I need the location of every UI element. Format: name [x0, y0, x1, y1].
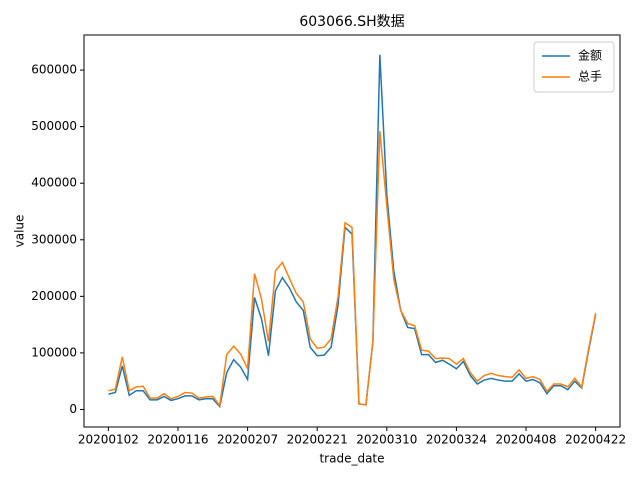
x-axis-label: trade_date [319, 452, 384, 466]
x-tick-label: 20200207 [217, 433, 278, 447]
y-tick-label: 0 [69, 402, 77, 416]
x-tick-label: 20200221 [287, 433, 348, 447]
y-tick-label: 600000 [31, 63, 77, 77]
y-axis-label: value [13, 215, 27, 248]
x-tick-label: 20200310 [356, 433, 417, 447]
x-tick-label: 20200422 [565, 433, 626, 447]
y-tick-label: 500000 [31, 119, 77, 133]
axes-frame [83, 34, 621, 428]
x-tick-label: 20200102 [78, 433, 139, 447]
x-tick-label: 20200116 [147, 433, 208, 447]
y-tick-label: 200000 [31, 289, 77, 303]
chart-title: 603066.SH数据 [299, 14, 404, 30]
legend-box [533, 41, 615, 93]
legend-label: 总手 [578, 70, 602, 84]
x-tick-label: 20200324 [426, 433, 487, 447]
y-tick-label: 300000 [31, 232, 77, 246]
y-tick-label: 400000 [31, 176, 77, 190]
x-tick-label: 20200408 [495, 433, 556, 447]
line-series [108, 131, 597, 408]
y-tick-label: 100000 [31, 345, 77, 359]
legend-label: 金额 [578, 48, 602, 63]
